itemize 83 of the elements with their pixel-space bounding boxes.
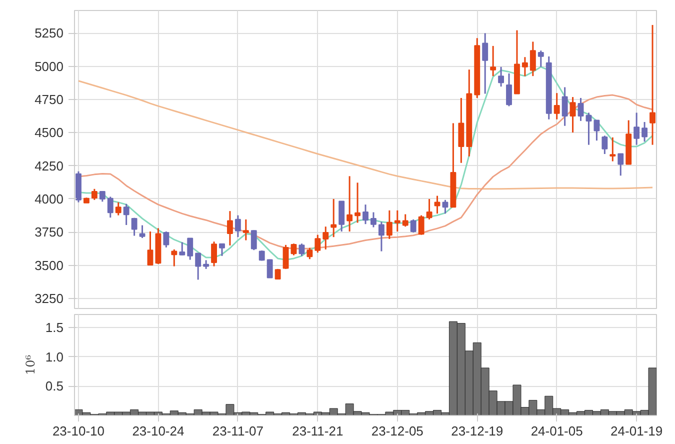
candlestick	[434, 195, 440, 214]
candlestick	[418, 214, 424, 236]
candlestick	[282, 244, 289, 270]
line-series	[78, 80, 654, 190]
candlestick	[554, 92, 560, 120]
x-tick-label: 24-01-05	[530, 424, 583, 438]
candlestick	[298, 242, 305, 257]
candlestick	[147, 230, 154, 266]
y-tick-label: 4250	[34, 158, 64, 174]
y-tick-label: 3250	[34, 291, 64, 306]
candlestick	[378, 221, 384, 252]
candlestick	[266, 258, 273, 279]
candlestick	[242, 218, 249, 242]
candlestick	[107, 196, 114, 218]
candlestick	[314, 234, 321, 254]
candlestick	[458, 97, 464, 164]
candlestick	[442, 199, 448, 214]
y-tick-label: 5250	[34, 26, 64, 41]
candlestick	[578, 97, 584, 122]
candlestick	[618, 152, 624, 176]
candlestick	[226, 210, 233, 246]
y-tick-label: 3750	[34, 224, 64, 240]
candlestick	[586, 112, 592, 146]
x-tick-label: 23-12-05	[371, 424, 424, 438]
candlestick	[522, 56, 528, 77]
candlestick	[610, 136, 616, 162]
candlestick	[99, 190, 106, 202]
candlestick	[195, 252, 202, 280]
candlestick	[498, 66, 504, 88]
candlestick	[650, 24, 656, 146]
candlestick	[330, 198, 337, 238]
candlestick	[634, 112, 640, 146]
candlestick	[370, 212, 376, 228]
candlestick	[290, 242, 297, 256]
candlestick	[322, 226, 329, 250]
candlestick	[115, 202, 122, 216]
candlestick	[131, 217, 138, 237]
candlestick	[394, 210, 400, 232]
x-tick-label: 23-11-07	[212, 424, 264, 438]
candlestick	[139, 224, 146, 239]
candlestick	[506, 72, 512, 107]
candlestick	[91, 188, 98, 201]
candlestick	[602, 134, 608, 155]
x-tick-label: 23-11-21	[292, 424, 344, 438]
candlestick	[171, 248, 178, 268]
y-tick-label: 1.5	[45, 320, 64, 335]
candlestick	[354, 182, 360, 224]
y-tick-label: 0.5	[45, 378, 64, 394]
candlestick	[362, 204, 368, 225]
candlestick	[163, 230, 170, 248]
candlestick	[123, 203, 130, 226]
candlestick	[642, 121, 648, 142]
candlestick	[490, 45, 496, 77]
candlestick	[402, 214, 408, 228]
candlestick	[410, 218, 416, 234]
candlestick	[187, 238, 194, 261]
candlestick	[594, 120, 600, 142]
candlestick	[538, 50, 544, 68]
y-tick-label: 3500	[34, 258, 64, 273]
y-tick-label: 4500	[34, 125, 64, 140]
candlestick	[530, 40, 536, 77]
candlestick	[250, 229, 257, 251]
candlestick	[179, 242, 186, 256]
candlestick	[562, 86, 568, 127]
candlestick	[346, 175, 353, 232]
y-axis-title: 10⁶	[23, 354, 38, 376]
x-tick-label: 23-10-24	[132, 424, 184, 438]
candlestick	[426, 198, 432, 220]
candlestick	[338, 200, 345, 232]
x-tick-label: 23-12-19	[451, 424, 504, 438]
candlestick	[306, 247, 313, 260]
y-tick-label: 4000	[34, 191, 64, 206]
y-tick-label: 5000	[34, 58, 64, 74]
candlestick	[570, 96, 576, 134]
y-tick-label: 4750	[34, 92, 64, 107]
candlestick	[482, 32, 488, 94]
candlestick	[234, 214, 241, 238]
y-tick-label: 1.0	[45, 349, 64, 364]
x-tick-label: 24-01-19	[610, 424, 663, 438]
x-tick-label: 23-10-10	[52, 424, 105, 438]
candlestick	[386, 210, 392, 240]
candlestick	[219, 243, 225, 257]
candlestick	[211, 240, 217, 268]
